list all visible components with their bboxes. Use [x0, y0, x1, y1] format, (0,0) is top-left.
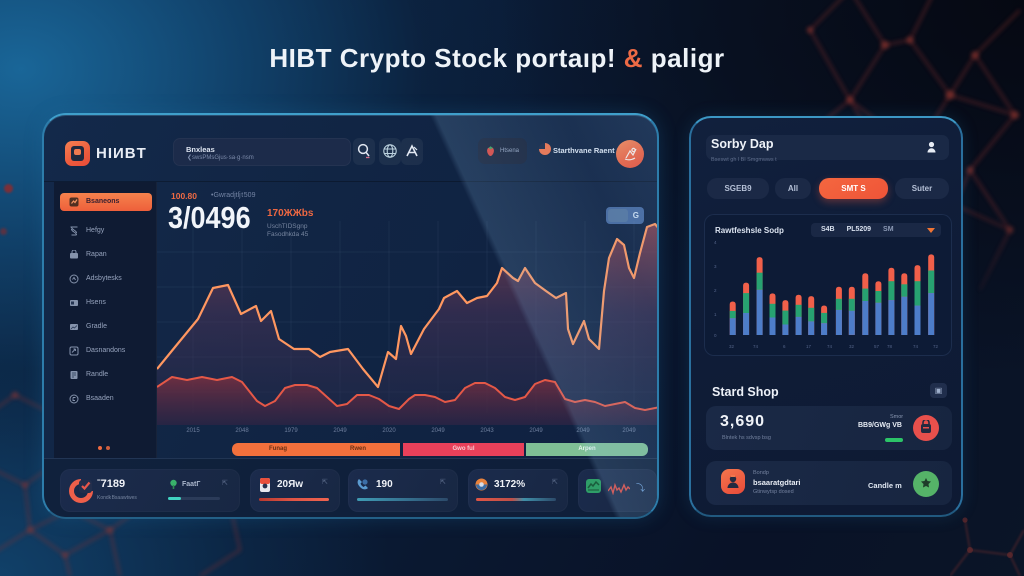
svg-text:0: 0: [714, 333, 717, 338]
svg-text:1: 1: [714, 312, 717, 317]
svg-text:78: 78: [887, 344, 893, 349]
svg-text:4: 4: [714, 240, 717, 245]
svg-text:6: 6: [783, 344, 786, 349]
svg-text:32: 32: [849, 344, 855, 349]
svg-text:17: 17: [806, 344, 812, 349]
svg-text:32: 32: [729, 344, 735, 349]
svg-text:57: 57: [874, 344, 880, 349]
svg-text:3: 3: [714, 264, 717, 269]
svg-text:74: 74: [753, 344, 759, 349]
svg-text:72: 72: [933, 344, 939, 349]
svg-text:74: 74: [913, 344, 919, 349]
svg-text:74: 74: [827, 344, 833, 349]
svg-text:2: 2: [714, 288, 717, 293]
